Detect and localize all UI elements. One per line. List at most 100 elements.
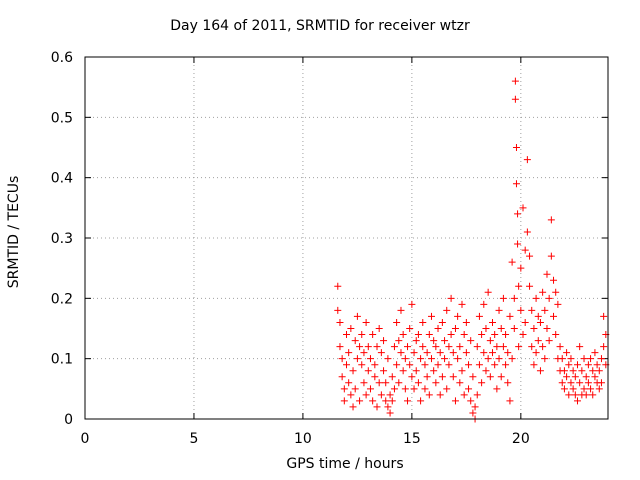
data-point bbox=[591, 373, 599, 381]
chart-title: Day 164 of 2011, SRMTID for receiver wtz… bbox=[170, 18, 470, 34]
data-point bbox=[451, 397, 459, 405]
data-point bbox=[358, 331, 366, 339]
data-point bbox=[504, 349, 512, 357]
data-point bbox=[421, 385, 429, 393]
data-point bbox=[541, 355, 549, 363]
data-point bbox=[343, 331, 350, 339]
data-point bbox=[417, 397, 425, 405]
data-point bbox=[458, 367, 466, 375]
data-point bbox=[434, 361, 442, 369]
x-tick-label: 0 bbox=[81, 431, 90, 447]
data-point bbox=[495, 306, 503, 314]
data-point bbox=[597, 355, 605, 363]
data-point bbox=[541, 306, 549, 314]
data-point bbox=[534, 312, 542, 320]
data-point bbox=[449, 349, 457, 357]
data-point bbox=[441, 355, 449, 363]
data-point bbox=[510, 325, 518, 332]
data-point bbox=[432, 343, 440, 351]
data-point bbox=[593, 361, 601, 369]
data-point bbox=[408, 373, 416, 381]
data-point bbox=[565, 391, 573, 399]
data-point bbox=[427, 312, 435, 320]
data-point bbox=[454, 355, 462, 363]
data-point bbox=[486, 337, 494, 345]
data-point bbox=[462, 349, 470, 357]
data-point bbox=[395, 379, 403, 387]
x-tick-label: 15 bbox=[403, 431, 421, 447]
axis-ticks: 0 0.1 0.2 0.3 0.4 0.5 0.6 0 5 10 15 20 bbox=[51, 50, 608, 447]
data-point bbox=[543, 270, 551, 278]
data-point bbox=[493, 385, 501, 393]
data-point bbox=[338, 373, 346, 381]
data-point bbox=[467, 397, 475, 405]
data-point bbox=[478, 379, 486, 387]
data-point bbox=[351, 385, 359, 393]
data-point bbox=[412, 337, 420, 345]
data-point bbox=[338, 355, 346, 363]
data-point bbox=[406, 325, 414, 332]
data-point bbox=[569, 367, 577, 375]
data-point bbox=[512, 180, 520, 188]
data-point bbox=[508, 355, 516, 363]
data-point bbox=[508, 258, 516, 266]
data-point bbox=[343, 361, 350, 369]
data-point bbox=[382, 397, 390, 405]
data-point bbox=[550, 276, 558, 284]
data-point bbox=[456, 379, 464, 387]
data-point bbox=[550, 312, 558, 320]
data-point bbox=[447, 294, 455, 302]
data-point bbox=[475, 312, 483, 320]
data-point bbox=[514, 240, 522, 248]
data-point bbox=[499, 294, 507, 302]
data-point bbox=[587, 355, 595, 363]
y-tick-label: 0.3 bbox=[51, 231, 73, 247]
data-point bbox=[395, 337, 403, 345]
data-point bbox=[506, 397, 514, 405]
data-point bbox=[600, 312, 608, 320]
data-point bbox=[375, 379, 383, 387]
data-point bbox=[443, 306, 451, 314]
plot-frame bbox=[84, 56, 609, 420]
data-point bbox=[567, 355, 575, 363]
data-point bbox=[536, 367, 544, 375]
data-point bbox=[434, 325, 442, 332]
data-point bbox=[528, 306, 536, 314]
data-point bbox=[458, 300, 466, 308]
y-tick-label: 0.2 bbox=[51, 291, 73, 307]
data-point bbox=[519, 331, 527, 339]
y-tick-label: 0 bbox=[64, 412, 73, 428]
data-point bbox=[430, 367, 438, 375]
data-point bbox=[469, 373, 477, 381]
y-tick-label: 0.6 bbox=[51, 50, 73, 66]
data-point bbox=[502, 331, 510, 339]
data-point bbox=[397, 306, 405, 314]
data-point bbox=[364, 367, 372, 375]
x-axis-label: GPS time / hours bbox=[286, 456, 404, 472]
data-point bbox=[573, 397, 581, 405]
data-point bbox=[475, 361, 483, 369]
data-point bbox=[421, 361, 429, 369]
data-point bbox=[473, 343, 481, 351]
data-point bbox=[401, 385, 409, 393]
data-point bbox=[436, 391, 444, 399]
data-point bbox=[584, 361, 592, 369]
data-point bbox=[386, 391, 394, 399]
data-point bbox=[530, 361, 538, 369]
data-point bbox=[334, 282, 342, 290]
data-point bbox=[336, 318, 344, 326]
data-point bbox=[523, 228, 531, 236]
data-point bbox=[547, 252, 555, 260]
data-point bbox=[539, 343, 547, 351]
data-point bbox=[595, 367, 603, 375]
data-point bbox=[565, 361, 573, 369]
data-point bbox=[521, 246, 529, 254]
data-point bbox=[441, 337, 449, 345]
y-tick-label: 0.1 bbox=[51, 352, 73, 368]
data-point bbox=[582, 373, 590, 381]
data-point bbox=[380, 367, 388, 375]
data-point bbox=[399, 367, 407, 375]
data-point bbox=[506, 312, 514, 320]
data-point bbox=[362, 391, 370, 399]
data-point bbox=[600, 343, 608, 351]
